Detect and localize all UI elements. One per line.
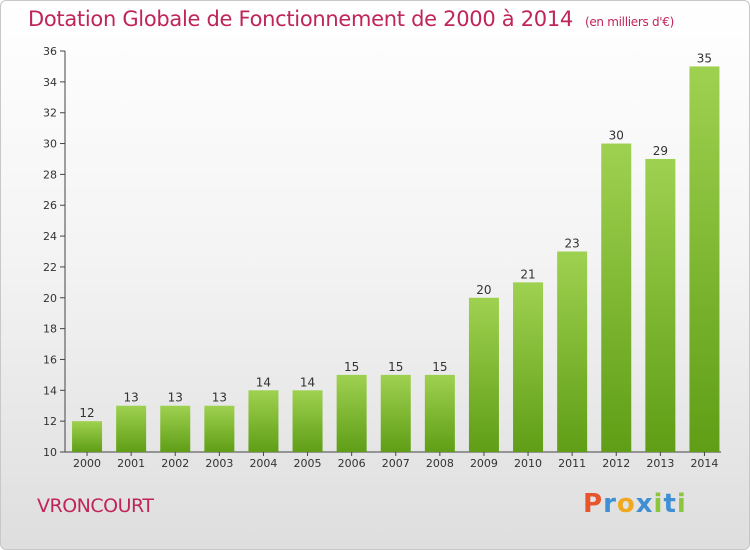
y-tick-label: 34	[43, 76, 57, 89]
y-tick-label: 24	[43, 230, 57, 243]
y-tick-label: 20	[43, 292, 57, 305]
bar-2002	[160, 405, 191, 452]
x-tick-label-2006: 2006	[338, 457, 366, 470]
y-tick-label: 14	[43, 384, 57, 397]
logo-letter: P	[583, 489, 604, 519]
y-tick-label: 18	[43, 323, 57, 336]
bar-2006	[336, 374, 367, 452]
data-labels: 12 13 13 13 14 14 15 15 15 20 21 23 30 29 35	[79, 51, 712, 420]
value-label-2011: 23	[565, 237, 580, 251]
y-tick-label: 22	[43, 261, 57, 274]
chart-title: Dotation Globale de Fonctionnement de 20…	[28, 7, 674, 31]
bar-2000	[72, 421, 103, 452]
y-tick-label: 30	[43, 138, 57, 151]
value-label-2006: 15	[344, 360, 359, 374]
bar-2007	[380, 374, 411, 452]
bars	[72, 66, 720, 453]
logo-letter: i	[676, 489, 687, 519]
x-tick-label-2008: 2008	[426, 457, 454, 470]
value-label-2009: 20	[476, 283, 491, 297]
x-tick-label-2003: 2003	[205, 457, 233, 470]
x-tick-label-2014: 2014	[690, 457, 718, 470]
bar-2004	[248, 390, 279, 452]
value-label-2004: 14	[256, 375, 271, 389]
value-label-2010: 21	[520, 267, 535, 281]
x-tick-label-2010: 2010	[514, 457, 542, 470]
logo-letter: r	[603, 489, 617, 519]
y-tick-label: 28	[43, 168, 57, 181]
chart-unit: (en milliers d'€)	[584, 15, 674, 29]
logo-letter: x	[635, 489, 654, 519]
x-tick-label-2007: 2007	[382, 457, 410, 470]
y-tick-label: 36	[43, 45, 57, 58]
logo-letter: t	[663, 489, 677, 519]
y-tick-label: 16	[43, 353, 57, 366]
value-label-2002: 13	[168, 391, 183, 405]
x-tick-label-2004: 2004	[249, 457, 277, 470]
value-label-2000: 12	[79, 406, 94, 420]
value-label-2005: 14	[300, 375, 315, 389]
value-label-2014: 35	[697, 51, 712, 65]
x-tick-label-2009: 2009	[470, 457, 498, 470]
y-tick-label: 32	[43, 107, 57, 120]
bar-2008	[424, 374, 455, 452]
bar-2009	[468, 297, 499, 452]
x-tick-label-2001: 2001	[117, 457, 145, 470]
logo-letter: i	[653, 489, 664, 519]
bar-2010	[513, 282, 544, 452]
bar-2001	[116, 405, 147, 452]
axes: 10 12 14 16 18 20 22 24 26 28 30 32 34 36 2000 2001 2002…	[43, 45, 721, 470]
x-tick-label-2005: 2005	[294, 457, 322, 470]
y-tick-label: 12	[43, 415, 57, 428]
y-tick-label: 26	[43, 199, 57, 212]
bar-2013	[645, 158, 676, 452]
x-tick-label-2002: 2002	[161, 457, 189, 470]
x-tick-label-2000: 2000	[73, 457, 101, 470]
value-label-2013: 29	[653, 144, 668, 158]
value-label-2007: 15	[388, 360, 403, 374]
logo-letter: o	[616, 489, 636, 519]
value-label-2001: 13	[124, 391, 139, 405]
bar-2014	[689, 66, 720, 452]
commune-name: VRONCOURT	[37, 495, 154, 517]
bar-2012	[601, 143, 632, 453]
value-label-2003: 13	[212, 391, 227, 405]
value-label-2012: 30	[609, 129, 624, 143]
bar-2011	[557, 251, 588, 452]
x-tick-label-2012: 2012	[602, 457, 630, 470]
bar-2005	[292, 390, 323, 452]
x-tick-label-2011: 2011	[558, 457, 586, 470]
value-label-2008: 15	[432, 360, 447, 374]
y-tick-label: 10	[43, 446, 57, 459]
x-tick-label-2013: 2013	[646, 457, 674, 470]
chart-title-text: Dotation Globale de Fonctionnement de 20…	[28, 7, 573, 31]
bar-2003	[204, 405, 235, 452]
proxiti-logo: Proxiti	[583, 489, 687, 519]
